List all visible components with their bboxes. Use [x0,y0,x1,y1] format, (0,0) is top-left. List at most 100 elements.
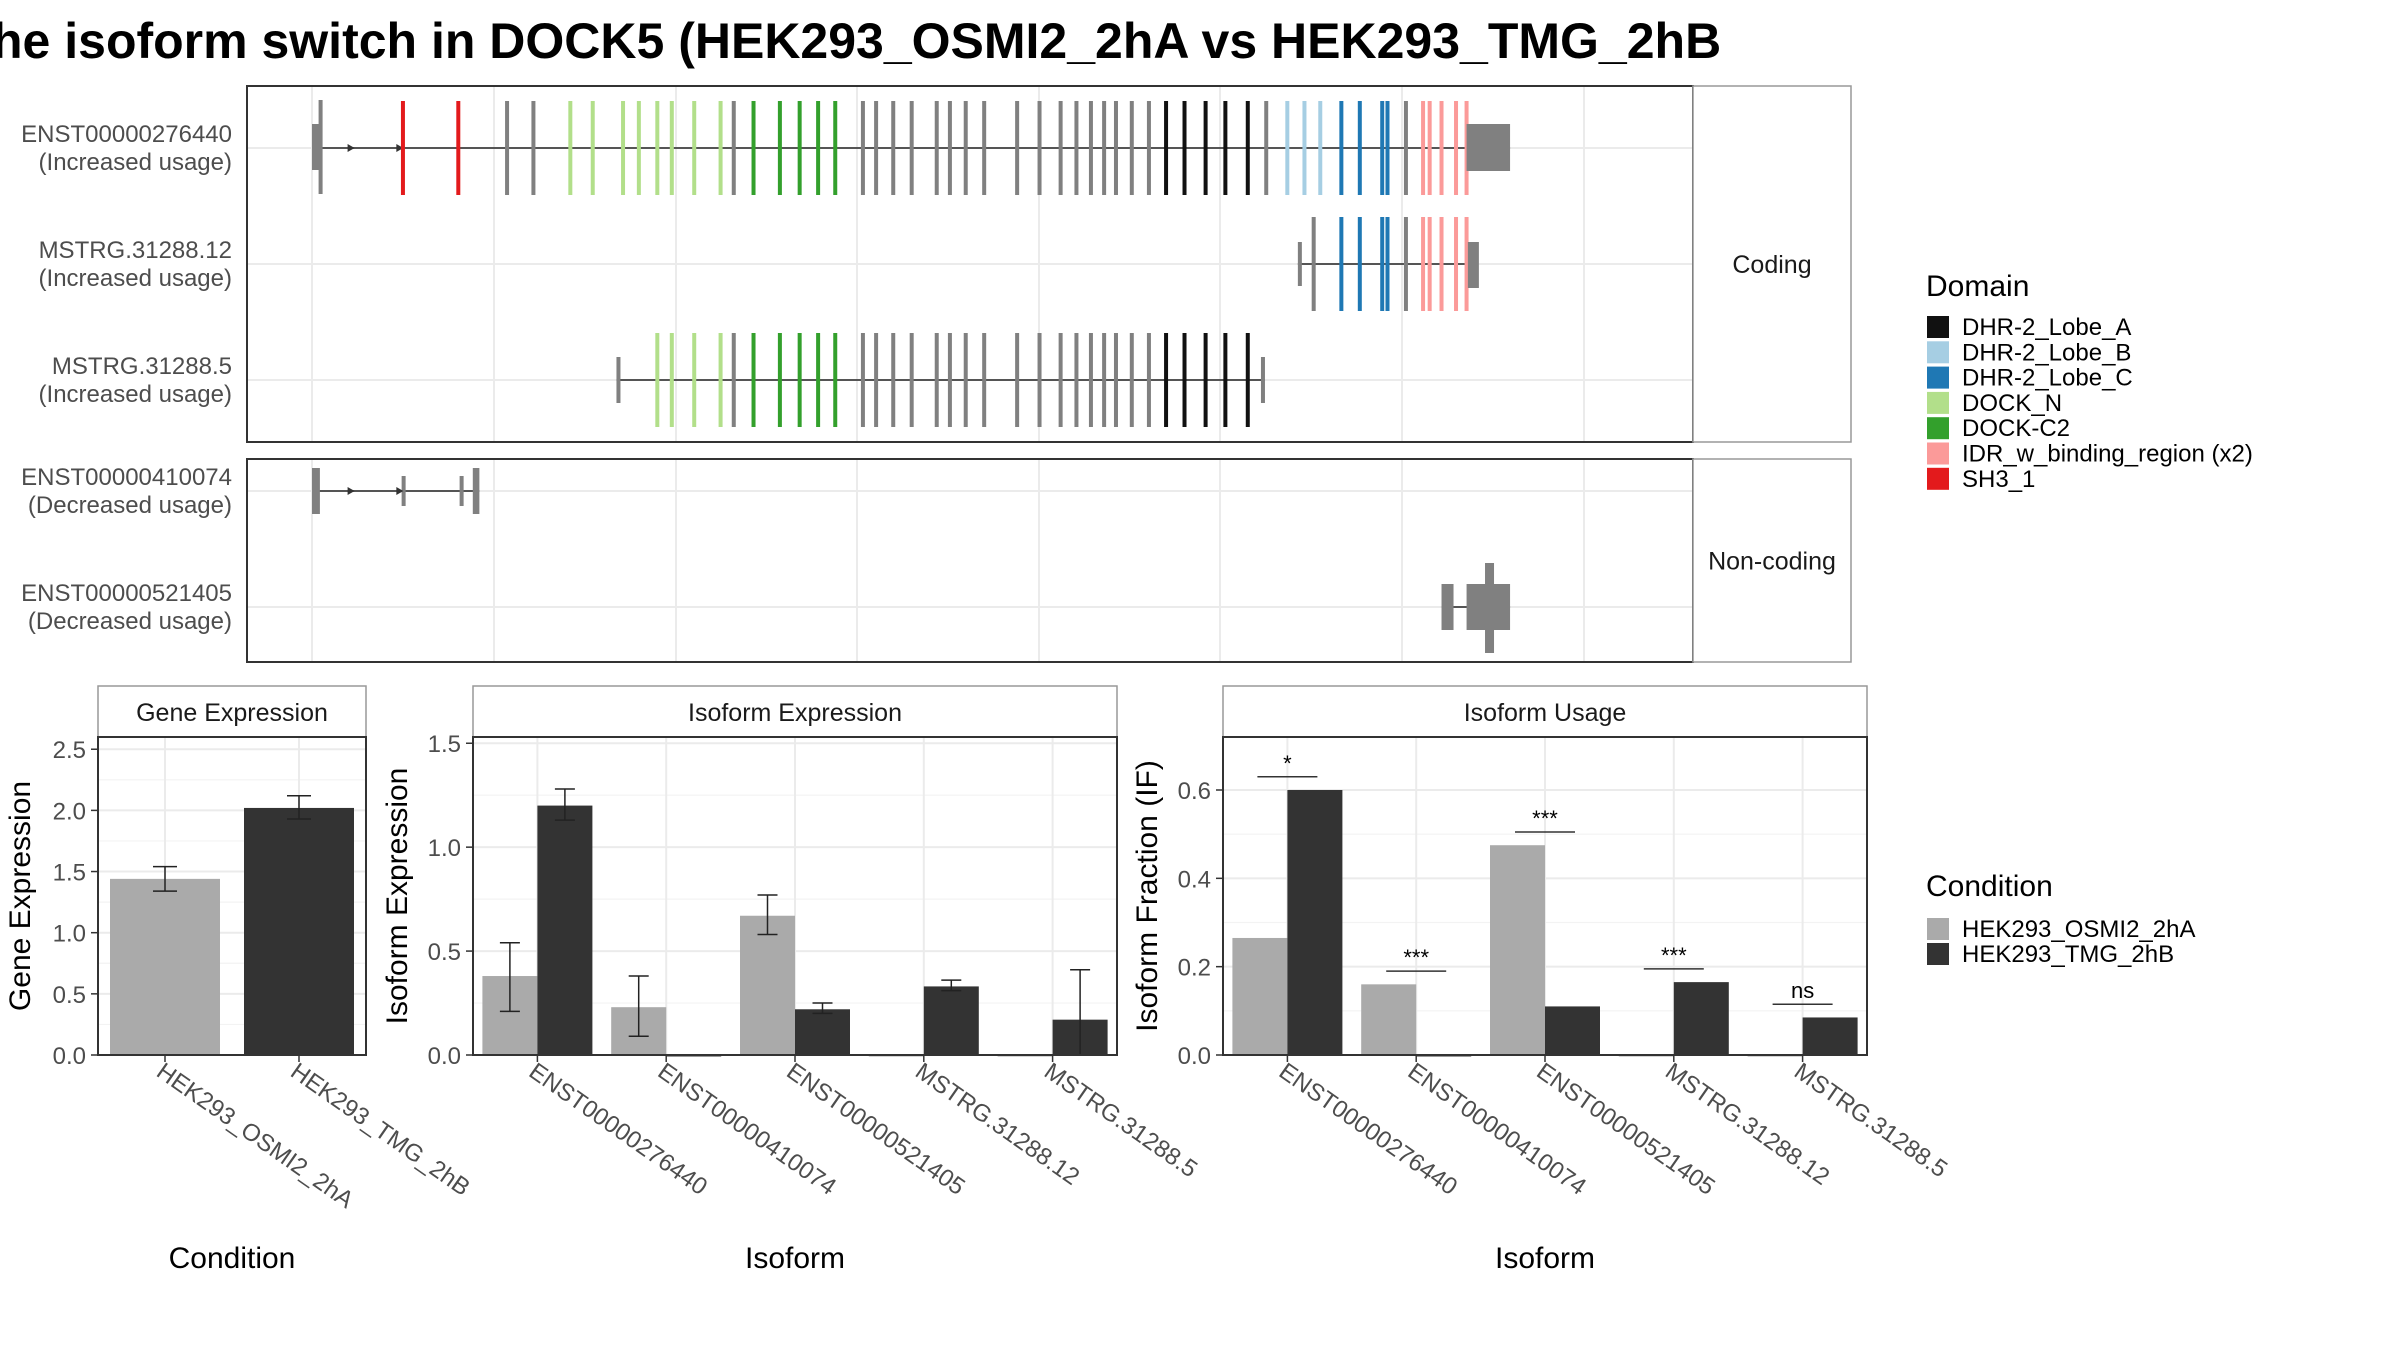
domain-legend-label: DHR-2_Lobe_A [1962,314,2131,341]
figure-title: he isoform switch in DOCK5 (HEK293_OSMI2… [0,13,1721,69]
exon-mark [963,101,968,195]
bar [1361,984,1417,1055]
bar [1232,937,1288,1055]
domain-legend-swatch [1927,366,1949,389]
y-tick-label: 0.5 [428,939,461,966]
exon-mark [1454,101,1459,195]
y-tick-label: 1.0 [428,835,461,862]
noncoding-exon [1485,563,1495,653]
utr-block [312,124,319,170]
bar [244,807,354,1055]
condition-legend-label: HEK293_OSMI2_2hA [1962,916,2195,943]
exon-mark [1129,333,1134,427]
y-tick-label: 1.5 [53,860,86,887]
exon-mark [1088,101,1093,195]
y-axis-title: Isoform Fraction (IF) [1131,760,1164,1032]
exon-mark [1311,217,1316,311]
exon-mark [692,101,697,195]
condition-legend-swatch [1927,918,1949,940]
exon-mark [1113,101,1118,195]
transcript-usage-label: (Increased usage) [39,149,232,176]
exon-mark [1088,333,1093,427]
exon-mark [318,100,323,194]
direction-arrow [396,487,404,495]
exon-mark [1223,101,1228,195]
exon-mark [1129,101,1134,195]
panel-border [472,736,1118,1056]
exon-mark [1058,333,1063,427]
domain-legend-label: IDR_w_binding_region (x2) [1962,441,2253,468]
exon-mark [1380,101,1385,195]
exon-mark [751,101,756,195]
significance-label: *** [1403,945,1429,970]
y-tick-label: 0.0 [1178,1043,1211,1070]
significance-label: *** [1532,806,1558,831]
facet-strip-label: Non-coding [1708,548,1836,576]
exon-mark [1164,101,1169,195]
transcript-label: ENST00000521405 [21,580,232,607]
exon-mark [751,333,756,427]
condition-legend-label: HEK293_TMG_2hB [1962,941,2174,968]
exon-mark [655,333,660,427]
significance-label: *** [1661,943,1687,968]
exon-mark [833,333,838,427]
exon-mark [621,101,626,195]
exon-mark [1439,217,1444,311]
exon-mark [718,333,723,427]
bar [1802,1017,1858,1055]
exon-mark [934,101,939,195]
utr-block [1466,124,1511,171]
exon-mark [963,333,968,427]
bar [923,986,979,1055]
exon-mark [669,101,674,195]
exon-mark [655,101,660,195]
exon-mark [400,101,405,195]
exon-mark [982,101,987,195]
exon-mark [1318,101,1323,195]
structure-panel-bg [247,459,1693,662]
exon-mark [909,333,914,427]
exon-mark [816,101,821,195]
exon-mark [1403,101,1408,195]
y-tick-label: 0.0 [53,1043,86,1070]
transcript-usage-label: (Increased usage) [39,265,232,292]
bar [537,805,593,1055]
transcript-usage-label: (Increased usage) [39,381,232,408]
exon-mark [1182,333,1187,427]
exon-mark [456,101,461,195]
domain-legend-swatch [1927,417,1949,440]
facet-strip [1692,85,1852,443]
exon-mark [636,101,641,195]
exon-mark [1146,333,1151,427]
exon-mark [1203,333,1208,427]
y-tick-label: 0.2 [1178,955,1211,982]
exon-mark [1113,333,1118,427]
exon-mark [1102,101,1107,195]
exon-mark [860,333,865,427]
y-axis-title: Isoform Expression [381,768,414,1025]
panel-strip [97,685,367,738]
exon-mark [1439,101,1444,195]
utr-block [1467,242,1479,288]
direction-arrow [396,144,404,152]
panel-title: Isoform Expression [688,699,902,727]
exon-mark [1421,101,1426,195]
transcript-structure-panel: CodingNon-codingENST00000276440(Increase… [21,85,1852,663]
domain-legend-swatch [1927,467,1949,490]
domain-legend: Domain DHR-2_Lobe_ADHR-2_Lobe_BDHR-2_Lob… [1926,270,2253,493]
isoform-expression-chart: Isoform Expression0.00.51.01.5ENST000002… [381,685,1202,1275]
exon-mark [1203,101,1208,195]
exon-mark [947,101,952,195]
transcript-label: ENST00000276440 [21,121,232,148]
y-tick-label: 0.5 [53,982,86,1009]
exon-mark [1015,333,1020,427]
exon-mark [1223,333,1228,427]
y-tick-label: 1.0 [53,921,86,948]
domain-legend-title: Domain [1926,270,2029,303]
facet-strip-label: Coding [1732,251,1811,279]
bar [1287,790,1343,1055]
y-tick-label: 2.5 [53,737,86,764]
panel-title: Isoform Usage [1464,699,1627,727]
exon-mark [1385,101,1390,195]
